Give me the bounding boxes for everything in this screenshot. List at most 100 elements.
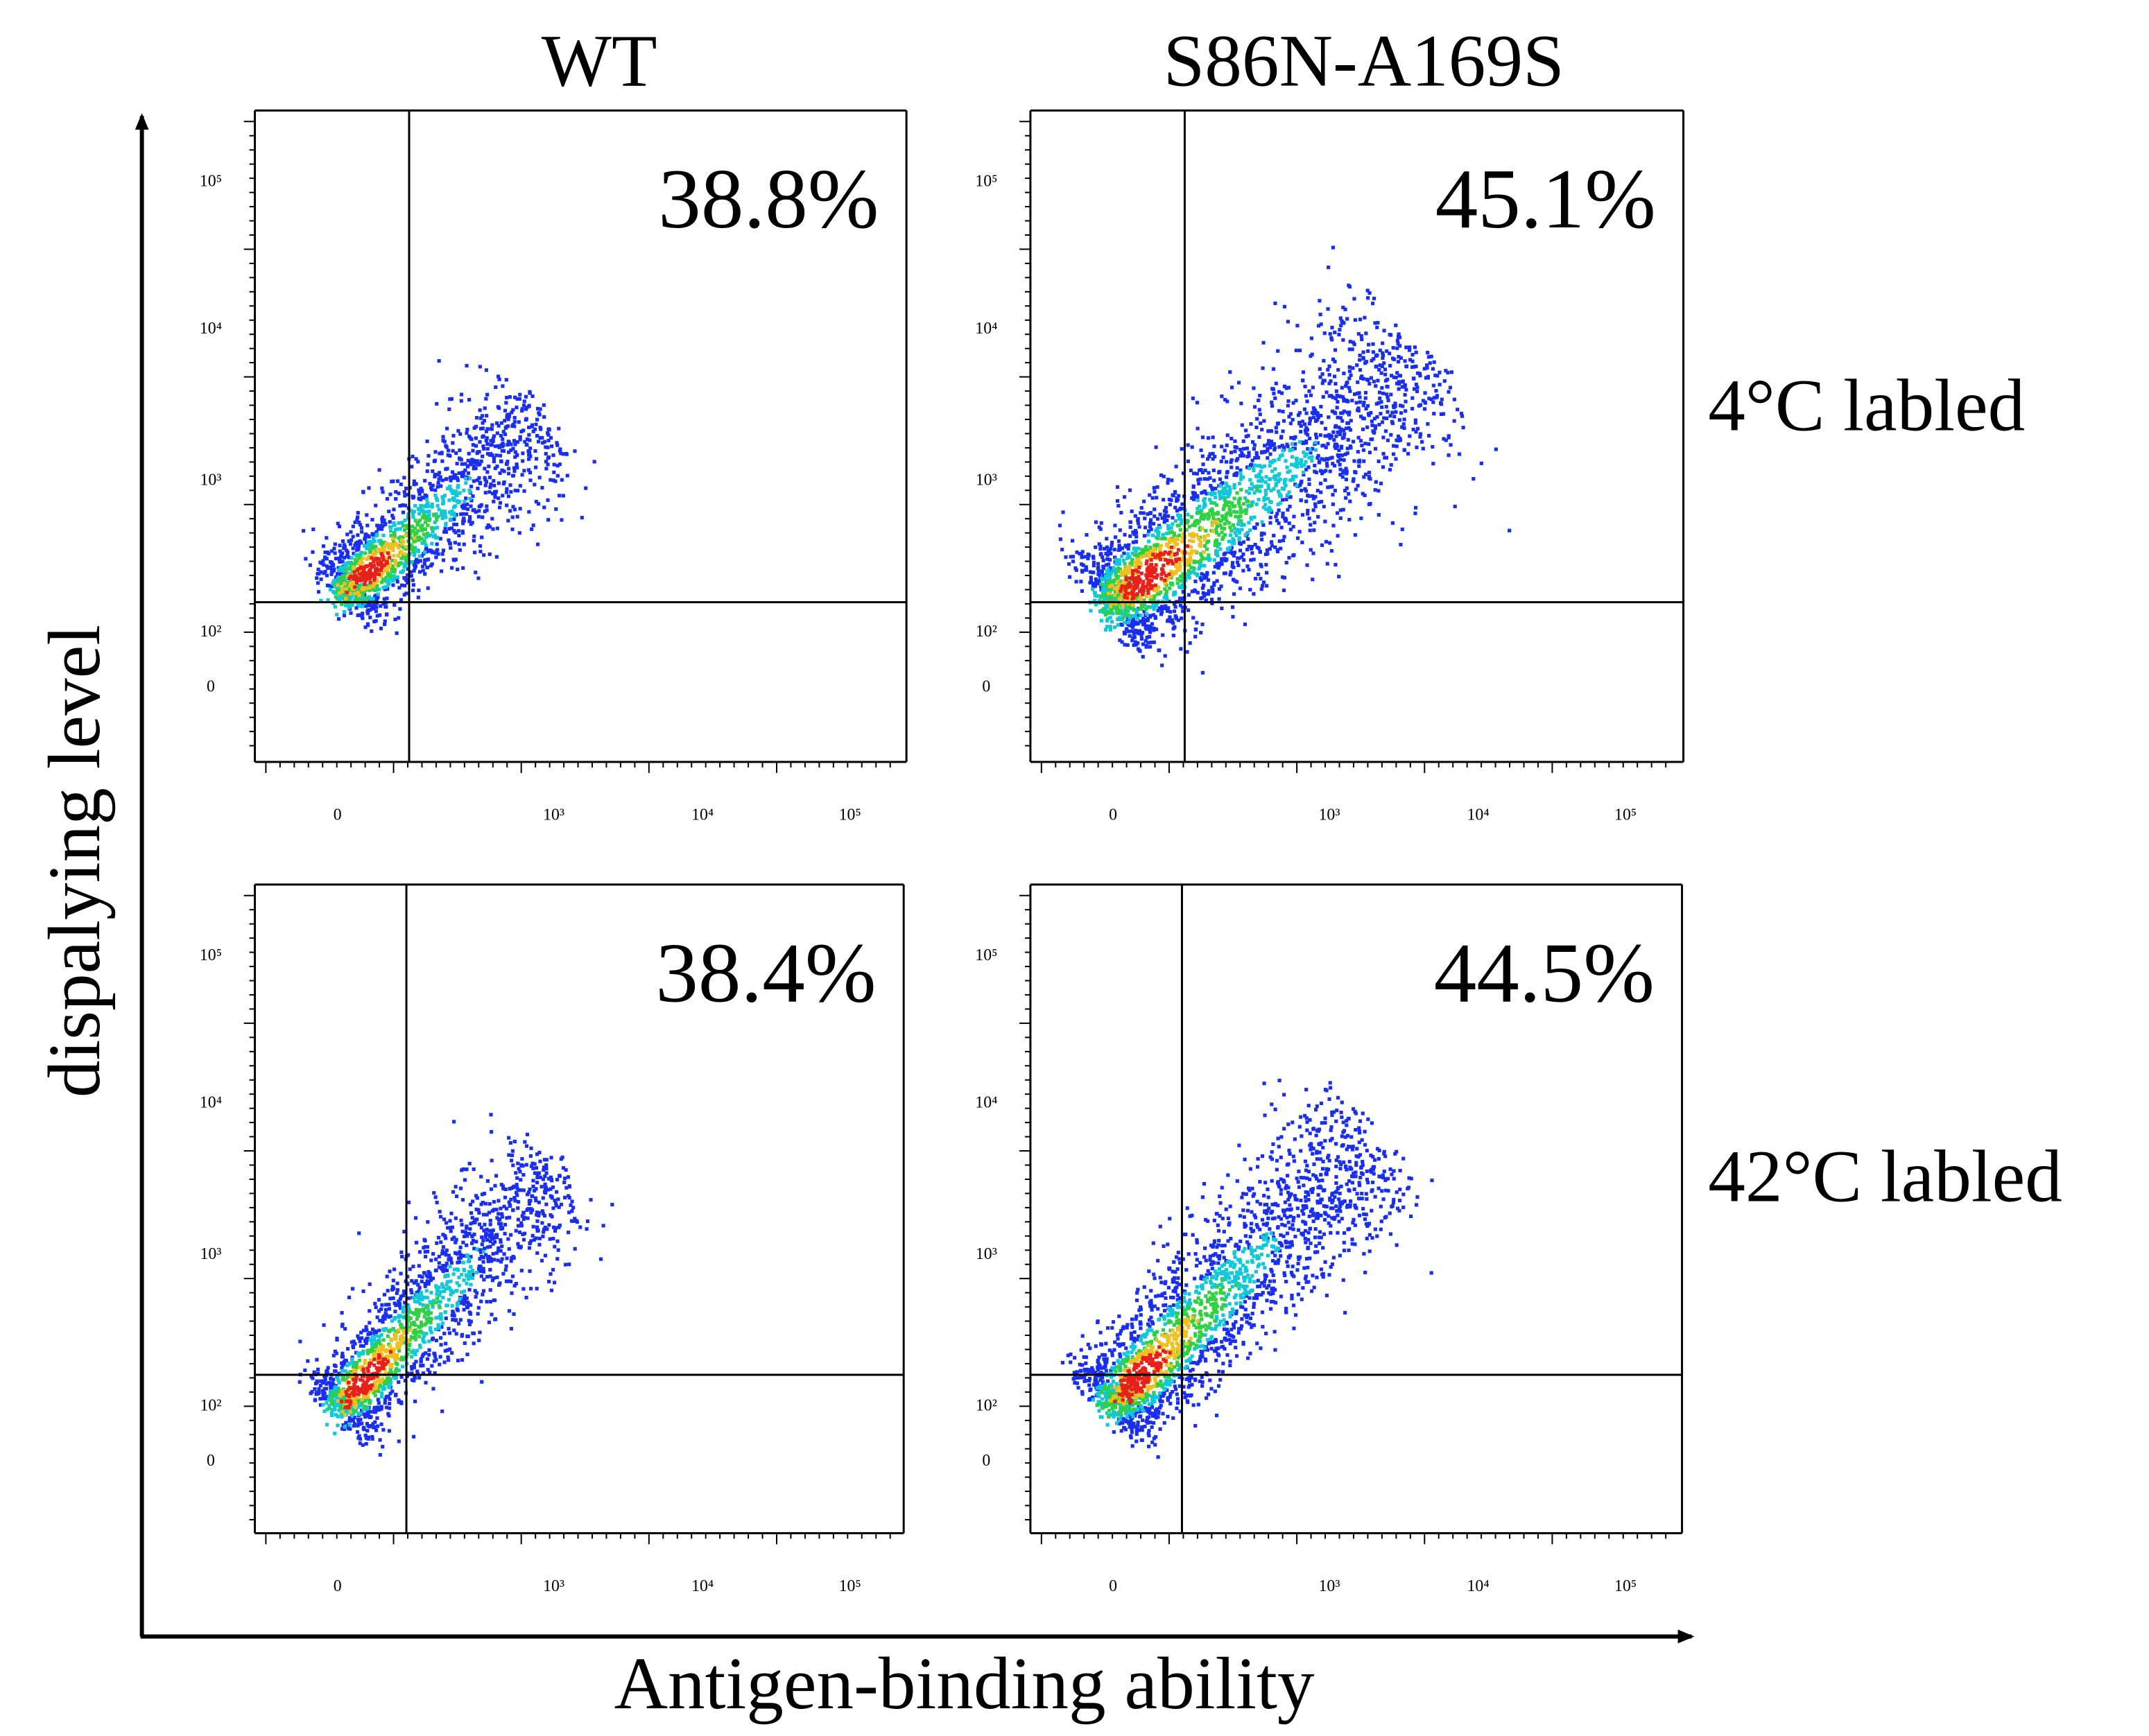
density-dot <box>472 479 476 483</box>
density-dot <box>400 542 404 546</box>
density-dot <box>467 519 472 523</box>
density-dot <box>1307 389 1311 393</box>
density-dot <box>1339 324 1343 328</box>
density-dot <box>384 1405 389 1409</box>
density-dot <box>478 544 483 548</box>
density-dot <box>343 1327 347 1331</box>
density-dot <box>1177 507 1182 512</box>
density-dot <box>1206 539 1210 544</box>
density-dot <box>1352 297 1356 301</box>
density-dot <box>1306 465 1311 469</box>
density-dot <box>1349 373 1353 377</box>
density-dot <box>1343 489 1347 493</box>
density-dot <box>1208 452 1212 456</box>
density-dot <box>1348 340 1352 344</box>
density-dot <box>570 1209 574 1213</box>
density-dot <box>1429 397 1433 401</box>
density-dot <box>385 596 389 600</box>
density-dot <box>567 1185 572 1189</box>
density-dot <box>501 437 505 442</box>
density-dot <box>424 535 429 539</box>
density-dot <box>1232 592 1236 596</box>
density-dot <box>497 406 501 410</box>
density-dot <box>352 565 356 569</box>
density-dot <box>518 437 522 442</box>
density-dot <box>1383 379 1388 383</box>
density-dot <box>370 518 374 522</box>
density-dot <box>560 478 564 482</box>
density-dot <box>1352 392 1357 397</box>
density-dot <box>329 572 334 576</box>
density-dot <box>1286 385 1291 390</box>
density-dot <box>1203 544 1207 548</box>
density-dot <box>1234 533 1239 537</box>
density-dot <box>1142 620 1146 625</box>
density-dot <box>426 1219 430 1224</box>
density-dot <box>1351 366 1355 370</box>
density-dot <box>1318 299 1322 303</box>
density-dot <box>1146 512 1150 517</box>
density-dot <box>1134 540 1139 544</box>
density-dot <box>1123 495 1127 499</box>
density-dot <box>1204 598 1208 602</box>
density-dot <box>541 1177 546 1181</box>
density-dot <box>1432 360 1436 364</box>
density-dot <box>1231 578 1236 582</box>
density-dot <box>1188 532 1192 537</box>
density-dot <box>335 597 340 601</box>
density-dot <box>487 1210 492 1215</box>
density-dot <box>434 1357 438 1362</box>
density-dot <box>352 570 356 574</box>
density-dot <box>1153 489 1157 494</box>
density-dot <box>1120 640 1124 644</box>
density-dot <box>573 449 577 453</box>
density-dot <box>357 593 361 598</box>
density-dot <box>380 1303 384 1307</box>
density-dot <box>507 1309 512 1313</box>
density-dot <box>1358 358 1362 362</box>
density-dot <box>397 586 402 590</box>
density-dot <box>1345 469 1349 474</box>
density-dot <box>1401 422 1406 426</box>
density-dot <box>1186 459 1190 463</box>
density-dot <box>492 456 496 460</box>
density-dot <box>1335 444 1340 449</box>
density-dot <box>1266 456 1270 460</box>
density-dot <box>442 501 446 505</box>
density-dot <box>1218 477 1223 481</box>
density-dot <box>574 1219 578 1223</box>
density-dot <box>1137 525 1141 529</box>
density-dot <box>1259 451 1264 455</box>
density-dot <box>1180 518 1184 522</box>
density-dot <box>415 536 420 540</box>
density-dot <box>1122 630 1126 634</box>
density-dot <box>412 539 416 544</box>
density-dot <box>1213 501 1217 505</box>
density-dot <box>1125 596 1129 600</box>
x-tick-label: 10³ <box>1319 806 1340 824</box>
density-dot <box>370 629 374 633</box>
density-dot <box>1174 557 1178 562</box>
density-dot <box>1394 323 1398 327</box>
density-dot <box>396 553 400 558</box>
density-dot <box>377 1309 381 1313</box>
density-dot <box>1093 584 1098 588</box>
density-dot <box>555 464 560 468</box>
density-dot <box>334 595 338 599</box>
density-dot <box>510 1256 514 1260</box>
density-dot <box>1152 607 1156 611</box>
density-dot <box>390 544 395 548</box>
density-dot <box>1240 522 1244 526</box>
density-dot <box>1320 444 1324 448</box>
density-dot <box>389 576 393 580</box>
density-dot <box>370 540 375 544</box>
density-dot <box>1184 519 1189 523</box>
density-dot <box>1367 381 1372 386</box>
density-dot <box>1236 381 1241 385</box>
density-dot <box>391 548 395 553</box>
density-dot <box>423 1250 427 1254</box>
density-dot <box>535 434 540 438</box>
density-dot <box>1145 576 1149 580</box>
density-dot <box>481 515 485 519</box>
density-dot <box>1104 611 1108 615</box>
